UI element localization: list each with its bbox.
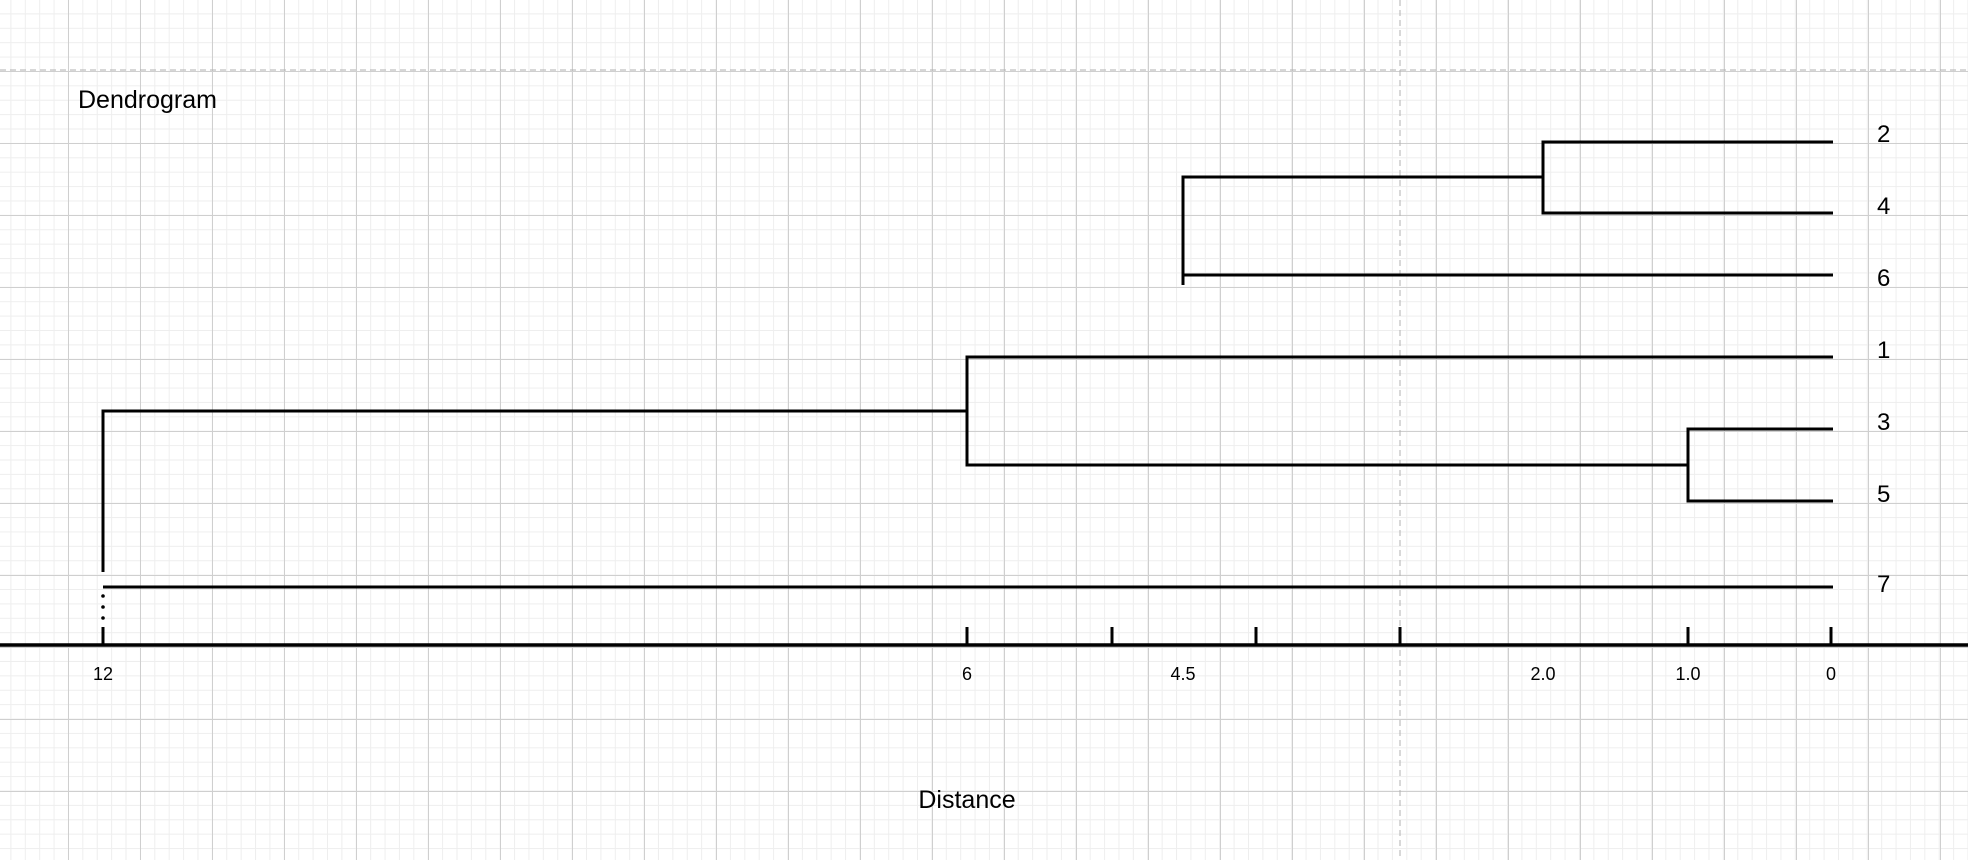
diagram-title: Dendrogram [78, 86, 217, 114]
continuation-dot [101, 594, 105, 598]
axis-title: Distance [918, 786, 1015, 814]
merge-2-4-branch [1541, 140, 1833, 215]
axis-tick-label: 1.0 [1675, 664, 1700, 684]
axis-tick-label: 6 [962, 664, 972, 684]
leaf-label: 6 [1877, 265, 1890, 292]
root-merge-branch [101, 409, 967, 572]
leaf-label: 2 [1877, 121, 1890, 148]
axis-tick-label: 2.0 [1530, 664, 1555, 684]
leaf-label: 4 [1877, 193, 1890, 220]
merge-24-6-stem [1181, 175, 1543, 285]
axis-tick-label: 0 [1826, 664, 1836, 684]
leaf-label: 3 [1877, 409, 1890, 436]
merge-3-5-branch [1686, 427, 1833, 503]
continuation-dot [101, 616, 105, 620]
leaf-label: 7 [1877, 571, 1890, 598]
axis-tick-label: 12 [93, 664, 113, 684]
axis-tick-label: 4.5 [1170, 664, 1195, 684]
leaf-label: 1 [1877, 337, 1890, 364]
continuation-dot [101, 605, 105, 609]
leaf-label: 5 [1877, 481, 1890, 508]
